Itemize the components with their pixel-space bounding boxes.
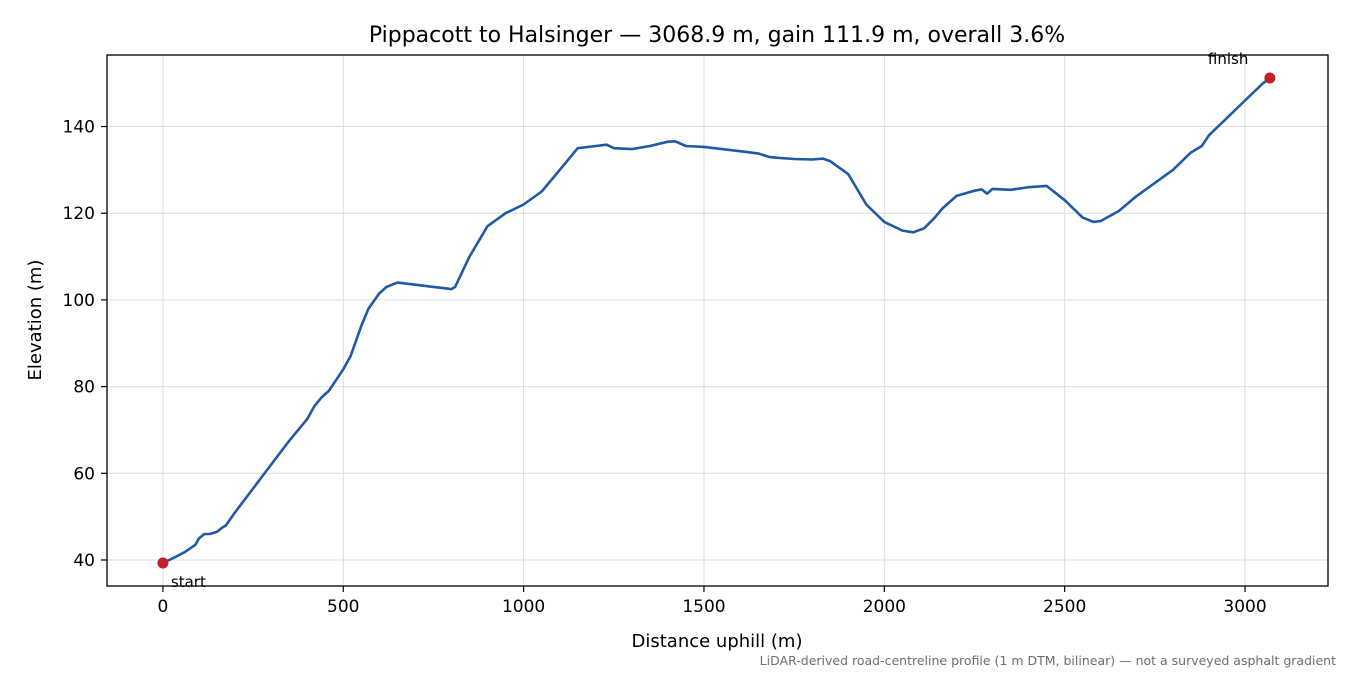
plot-frame: [106, 54, 1329, 587]
x-tick-label: 2000: [863, 597, 906, 617]
finish-label: finish: [1208, 50, 1248, 68]
elevation-line: [161, 76, 1272, 565]
start-label: start: [171, 573, 206, 591]
y-tick-label: 40: [73, 551, 95, 571]
grid-layer: [107, 55, 1328, 586]
start-marker: [157, 557, 169, 569]
y-axis-label: Elevation (m): [25, 260, 46, 381]
y-tick-label: 80: [73, 378, 95, 398]
tick-layer: 0 500 1000 1500 2000 2500 3000 40 60 80 100 120 140: [63, 118, 1267, 617]
x-tick-label: 0: [157, 597, 168, 617]
y-tick-label: 100: [63, 291, 95, 311]
finish-marker: [1264, 72, 1276, 84]
footnote: LiDAR-derived road-centreline profile (1…: [760, 653, 1336, 668]
x-tick-label: 2500: [1043, 597, 1086, 617]
y-tick-label: 60: [73, 464, 95, 484]
x-tick-label: 1500: [682, 597, 725, 617]
y-tick-label: 120: [63, 204, 95, 224]
x-axis-label: Distance uphill (m): [632, 631, 803, 652]
y-tick-label: 140: [63, 118, 95, 138]
data-layer: start finish: [157, 50, 1276, 591]
x-tick-label: 3000: [1223, 597, 1266, 617]
chart-title: Pippacott to Halsinger — 3068.9 m, gain …: [369, 23, 1065, 48]
x-tick-label: 500: [327, 597, 359, 617]
x-tick-label: 1000: [502, 597, 545, 617]
